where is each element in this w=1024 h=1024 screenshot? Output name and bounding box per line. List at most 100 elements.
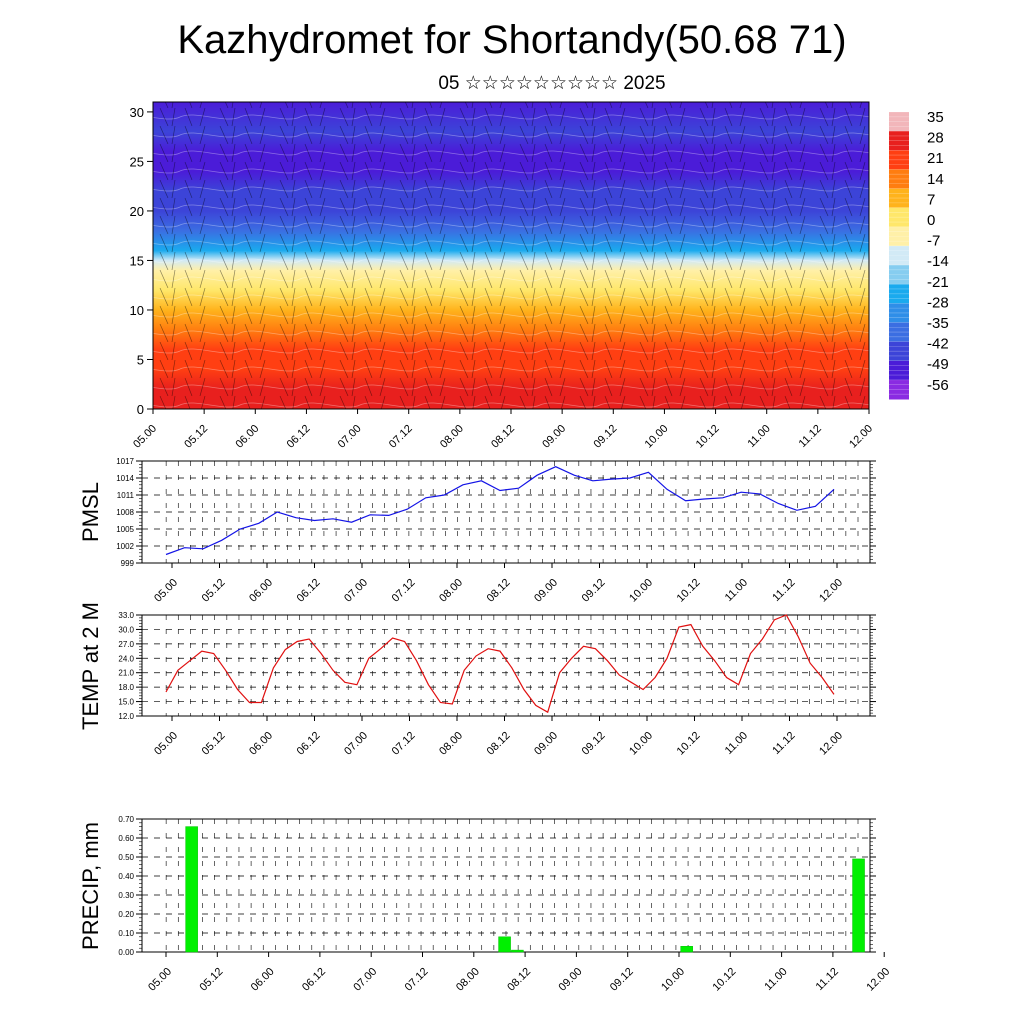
x-tick-label: 05.12 — [200, 730, 228, 758]
y-tick-label: 1017 — [116, 457, 134, 466]
y-tick-label: 20 — [130, 204, 144, 219]
colorbar-swatch — [889, 226, 909, 247]
precip-bar — [852, 858, 865, 953]
heatmap-panel: 0 5 10 15 20 25 30 05.00 05.12 06.00 06.12 07.00 07… — [130, 101, 875, 451]
y-tick-label: 30.0 — [118, 625, 134, 634]
colorbar-label: 35 — [927, 109, 944, 126]
colorbar-label: -35 — [927, 315, 949, 332]
x-tick-label: 08.12 — [489, 423, 517, 451]
colorbar-label: 0 — [927, 212, 935, 229]
x-tick-label: 09.00 — [557, 966, 585, 994]
y-tick-label: 1002 — [116, 542, 134, 551]
y-tick-label: 25 — [130, 154, 144, 169]
x-tick-label: 07.00 — [336, 423, 364, 451]
x-tick-label: 07.00 — [351, 966, 379, 994]
colorbar-label: 21 — [927, 150, 944, 167]
y-tick-label: 0.30 — [118, 891, 134, 900]
precip-bar — [185, 826, 198, 953]
x-tick-label: 12.00 — [817, 730, 845, 758]
colorbar-swatch — [889, 379, 909, 400]
y-tick-label: 10 — [130, 303, 144, 318]
precip-bar — [511, 949, 524, 953]
heatmap-y-axis: 0 5 10 15 20 25 30 — [130, 105, 153, 417]
colorbar-swatch — [889, 169, 909, 190]
x-tick-label: 05.00 — [152, 577, 180, 605]
x-tick-label: 08.12 — [485, 577, 513, 605]
y-tick-label: 1005 — [116, 525, 134, 534]
y-tick-label: 15 — [130, 253, 144, 268]
colorbar-label: -49 — [927, 356, 949, 373]
x-tick-label: 06.00 — [249, 966, 277, 994]
x-tick-label: 06.00 — [233, 423, 261, 451]
y-tick-label: 0.20 — [118, 910, 134, 919]
x-tick-label: 08.00 — [437, 730, 465, 758]
colorbar-label: -42 — [927, 336, 949, 353]
colorbar-label: -28 — [927, 294, 949, 311]
colorbar: 35 28 21 14 7 0 -7 -14 -21 -28 -35 -42 -49 -56 — [889, 109, 949, 400]
x-tick-label: 11.00 — [723, 577, 750, 604]
x-tick-label: 06.12 — [295, 577, 323, 605]
colorbar-swatch — [889, 112, 909, 132]
page-subtitle: 05 ☆☆☆☆☆☆☆☆☆ 2025 — [438, 73, 666, 94]
x-tick-label: 07.12 — [387, 423, 415, 451]
x-tick-label: 10.12 — [694, 423, 722, 451]
y-tick-label: 1011 — [117, 491, 135, 500]
x-tick-label: 11.00 — [762, 966, 789, 993]
x-tick-label: 11.00 — [723, 730, 750, 757]
precip-bar — [498, 936, 511, 953]
x-tick-label: 11.00 — [745, 423, 772, 450]
x-tick-label: 07.00 — [342, 730, 370, 758]
x-tick-label: 05.12 — [200, 577, 228, 605]
colorbar-swatch — [889, 188, 909, 209]
x-tick-label: 10.12 — [675, 577, 703, 605]
x-tick-label: 09.12 — [608, 966, 636, 994]
y-tick-label: 5 — [137, 352, 144, 367]
x-tick-label: 09.00 — [540, 423, 568, 451]
x-tick-label: 10.12 — [710, 966, 738, 994]
y-axis-title: PRECIP, mm — [78, 822, 103, 950]
colorbar-swatch — [889, 360, 909, 381]
x-tick-label: 09.12 — [591, 423, 619, 451]
wind-streamlines — [153, 102, 869, 409]
y-axis-title: PMSL — [78, 482, 103, 542]
temp-panel: 33.0 30.0 27.0 24.0 21.0 18.0 15.0 12.0 05.00 05.… — [78, 602, 876, 758]
x-tick-label: 11.12 — [814, 966, 841, 993]
x-tick-label: 10.00 — [627, 577, 655, 605]
y-tick-label: 1008 — [116, 508, 134, 517]
x-tick-label: 07.12 — [403, 966, 431, 994]
colorbar-swatch — [889, 341, 909, 362]
y-tick-label: 30 — [130, 105, 144, 120]
precip-panel: 0.70 0.60 0.50 0.40 0.30 0.20 0.10 0.00 05.00 05.… — [78, 815, 892, 994]
pmsl-series-line — [165, 466, 835, 556]
y-tick-label: 0.00 — [118, 948, 134, 957]
x-tick-label: 09.12 — [580, 577, 608, 605]
x-tick-label: 08.12 — [485, 730, 513, 758]
x-tick-label: 10.00 — [643, 423, 671, 451]
y-tick-label: 15.0 — [118, 698, 134, 707]
y-tick-label: 27.0 — [118, 640, 134, 649]
colorbar-swatch — [889, 150, 909, 170]
temp-series-line — [165, 614, 835, 714]
x-tick-label: 10.00 — [627, 730, 655, 758]
heatmap-x-axis: 05.00 05.12 06.00 06.12 07.00 07.12 08.00 08.12… — [131, 409, 875, 451]
y-tick-label: 0.40 — [118, 872, 134, 881]
y-tick-label: 0 — [137, 402, 144, 417]
colorbar-swatch — [889, 131, 909, 151]
x-tick-label: 12.00 — [864, 966, 892, 994]
x-tick-label: 12.00 — [847, 423, 875, 451]
page-title: Kazhydromet for Shortandy(50.68 71) — [177, 18, 847, 62]
y-tick-label: 24.0 — [118, 654, 134, 663]
colorbar-label: -56 — [927, 377, 949, 394]
colorbar-swatch — [889, 284, 909, 304]
x-tick-label: 08.00 — [454, 966, 482, 994]
colorbar-label: 28 — [927, 130, 944, 147]
x-tick-label: 06.00 — [247, 730, 275, 758]
x-tick-label: 05.12 — [182, 423, 210, 451]
x-tick-label: 05.12 — [197, 966, 225, 994]
y-tick-label: 999 — [121, 559, 135, 568]
y-tick-label: 18.0 — [118, 683, 134, 692]
x-tick-label: 07.12 — [390, 730, 418, 758]
colorbar-swatch — [889, 245, 909, 266]
colorbar-swatch — [889, 322, 909, 343]
x-tick-label: 09.12 — [580, 730, 608, 758]
